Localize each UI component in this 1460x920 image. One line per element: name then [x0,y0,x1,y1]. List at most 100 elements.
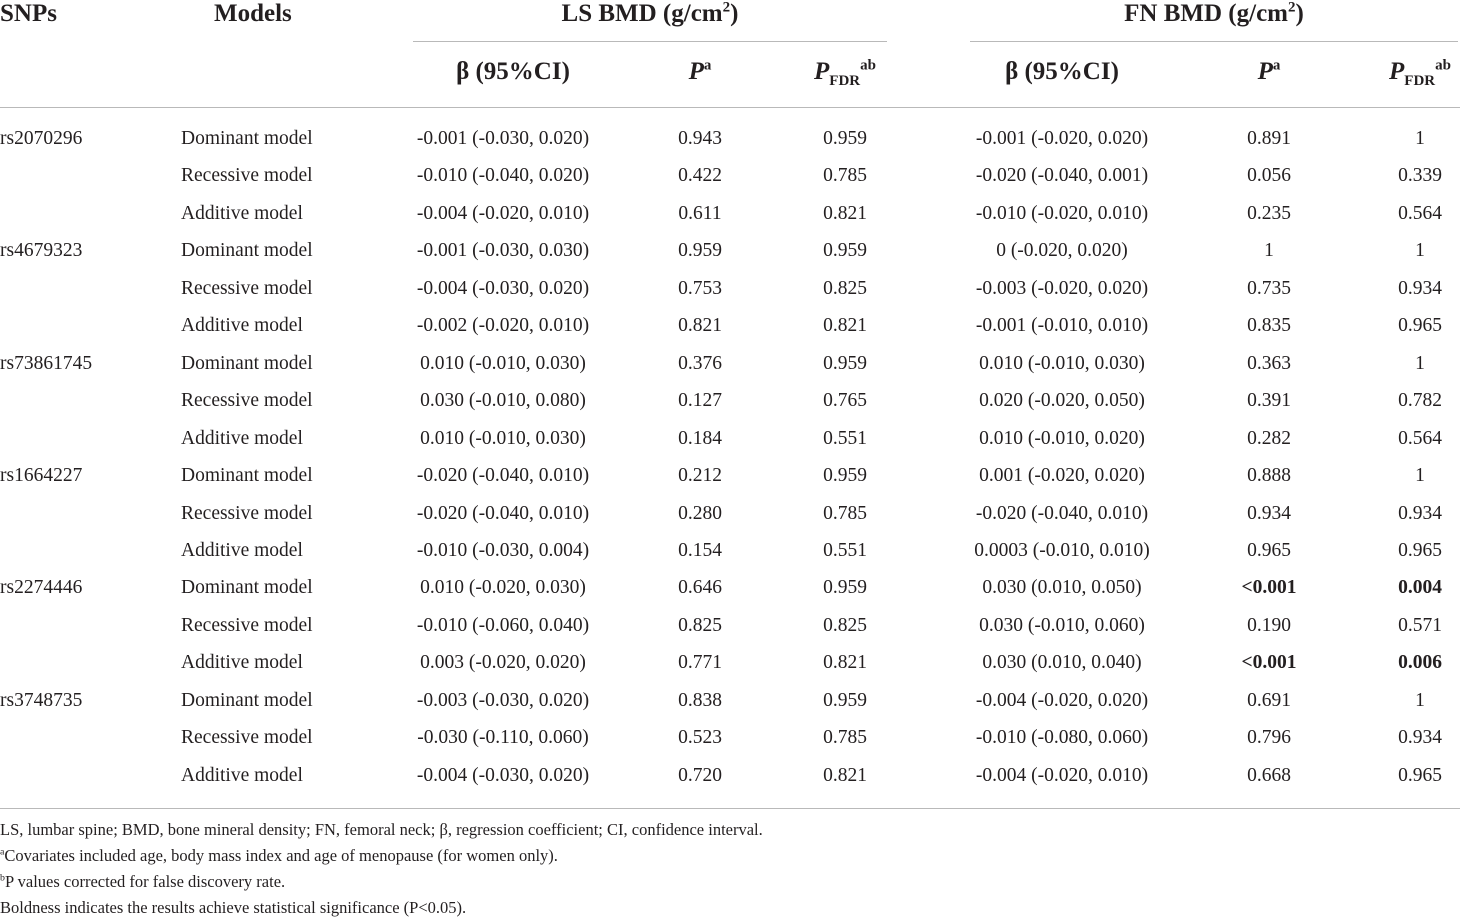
cell-fn-beta: 0.001 (-0.020, 0.020) [979,465,1145,487]
cell-fn-pfdr: 0.965 [1398,539,1442,561]
cell-fn-pfdr: 0.564 [1398,202,1442,224]
cell-fn-pfdr: 1 [1415,689,1425,711]
cell-ls-pfdr: 0.825 [823,277,867,299]
cell-ls-pfdr: 0.821 [823,652,867,674]
cell-ls-p: 0.422 [678,165,722,187]
cell-fn-p: 0.363 [1247,352,1291,374]
cell-fn-pfdr: 0.965 [1398,764,1442,786]
cell-model: Additive model [181,315,303,337]
cell-model: Dominant model [181,465,313,487]
col-header-ls-p: Pa [688,57,712,85]
cell-ls-p: 0.127 [678,390,722,412]
cell-ls-p: 0.838 [678,689,722,711]
cell-model: Recessive model [181,277,313,299]
cell-ls-beta: 0.010 (-0.010, 0.030) [420,352,586,374]
table-bottom-rule [0,808,1460,809]
cell-fn-beta: -0.004 (-0.020, 0.010) [975,764,1149,786]
cell-fn-p: 0.691 [1247,689,1291,711]
cell-fn-p: 0.056 [1247,165,1291,187]
cell-snp: rs3748735 [0,689,83,711]
cell-ls-p: 0.212 [678,465,722,487]
cell-fn-beta: -0.020 (-0.040, 0.001) [975,165,1149,187]
cell-ls-pfdr: 0.959 [823,128,867,149]
cell-fn-p: 0.796 [1247,727,1291,749]
cell-fn-pfdr: 1 [1415,128,1425,149]
footnote-b: bP values corrected for false discovery … [0,872,286,891]
footnote-abbreviations: LS, lumbar spine; BMD, bone mineral dens… [0,820,763,839]
cell-fn-beta: -0.020 (-0.040, 0.010) [975,502,1149,524]
cell-fn-p: 0.934 [1247,502,1291,524]
cell-ls-p: 0.154 [678,539,722,561]
cell-fn-pfdr: 0.782 [1398,390,1442,412]
col-header-ls-beta: β (95%CI) [456,58,570,85]
col-header-fn-p: Pa [1257,57,1281,85]
cell-ls-pfdr: 0.785 [823,502,867,524]
cell-fn-beta: 0.030 (0.010, 0.050) [982,577,1142,599]
cell-ls-p: 0.821 [678,315,722,337]
cell-fn-pfdr: 1 [1415,352,1425,374]
cell-model: Recessive model [181,502,313,524]
cell-fn-p: 0.668 [1247,764,1291,786]
cell-fn-pfdr: 1 [1415,240,1425,262]
cell-fn-p: 0.282 [1247,427,1291,449]
cell-ls-beta: 0.003 (-0.020, 0.020) [420,652,586,674]
cell-fn-beta: -0.010 (-0.080, 0.060) [975,727,1149,749]
cell-ls-beta: -0.010 (-0.030, 0.004) [416,539,590,561]
ls-group-rule [413,41,887,42]
cell-ls-beta: -0.002 (-0.020, 0.010) [416,315,590,337]
cell-fn-p: 0.888 [1247,465,1291,487]
cell-fn-p: 0.891 [1247,128,1291,149]
cell-fn-p: 1 [1264,240,1274,262]
footnote-boldness: Boldness indicates the results achieve s… [0,898,467,917]
cell-fn-beta: -0.001 (-0.010, 0.010) [975,315,1149,337]
cell-fn-beta: 0.030 (-0.010, 0.060) [979,614,1145,636]
cell-ls-beta: 0.030 (-0.010, 0.080) [420,390,586,412]
cell-fn-pfdr: 0.965 [1398,315,1442,337]
cell-fn-beta: 0.0003 (-0.010, 0.010) [974,539,1150,561]
cell-ls-pfdr: 0.551 [823,427,867,449]
cell-ls-p: 0.959 [678,240,722,262]
cell-model: Dominant model [181,577,313,599]
cell-ls-pfdr: 0.821 [823,202,867,224]
cell-ls-p: 0.825 [678,614,722,636]
cell-fn-pfdr: 0.339 [1398,165,1442,187]
cell-fn-pfdr: 1 [1415,465,1425,487]
cell-model: Recessive model [181,727,313,749]
cell-ls-beta: -0.001 (-0.030, 0.020) [416,128,590,149]
cell-model: Dominant model [181,128,313,149]
cell-fn-beta: 0 (-0.020, 0.020) [996,240,1128,262]
cell-ls-beta: -0.010 (-0.040, 0.020) [416,165,590,187]
cell-ls-pfdr: 0.785 [823,165,867,187]
cell-fn-p: 0.391 [1247,390,1291,412]
cell-snp: rs73861745 [0,352,93,374]
cell-fn-beta: -0.010 (-0.020, 0.010) [975,202,1149,224]
col-header-fn-beta: β (95%CI) [1005,58,1119,85]
cell-ls-pfdr: 0.765 [823,390,867,412]
group-header-ls-bmd: LS BMD (g/cm2) [561,0,739,27]
cell-model: Additive model [181,539,303,561]
cell-model: Recessive model [181,390,313,412]
cell-fn-beta: 0.030 (0.010, 0.040) [982,652,1142,674]
cell-fn-pfdr: 0.006 [1398,652,1442,674]
cell-fn-pfdr: 0.934 [1398,277,1442,299]
cell-fn-p: <0.001 [1241,652,1297,674]
cell-fn-beta: 0.010 (-0.010, 0.030) [979,352,1145,374]
cell-fn-p: 0.735 [1247,277,1291,299]
cell-ls-p: 0.280 [678,502,722,524]
cell-fn-p: 0.190 [1247,614,1291,636]
cell-model: Recessive model [181,614,313,636]
cell-ls-pfdr: 0.785 [823,727,867,749]
cell-fn-beta: 0.020 (-0.020, 0.050) [979,390,1145,412]
cell-snp: rs1664227 [0,465,83,487]
cell-ls-pfdr: 0.959 [823,240,867,262]
cell-fn-beta: 0.010 (-0.010, 0.020) [979,427,1145,449]
col-header-ls-pfdr: PFDRab [814,57,876,89]
cell-ls-beta: -0.020 (-0.040, 0.010) [416,502,590,524]
cell-ls-p: 0.943 [678,128,722,149]
cell-ls-beta: 0.010 (-0.020, 0.030) [420,577,586,599]
cell-ls-pfdr: 0.821 [823,315,867,337]
cell-ls-pfdr: 0.959 [823,689,867,711]
cell-model: Recessive model [181,165,313,187]
cell-fn-beta: -0.004 (-0.020, 0.020) [975,689,1149,711]
cell-model: Additive model [181,202,303,224]
